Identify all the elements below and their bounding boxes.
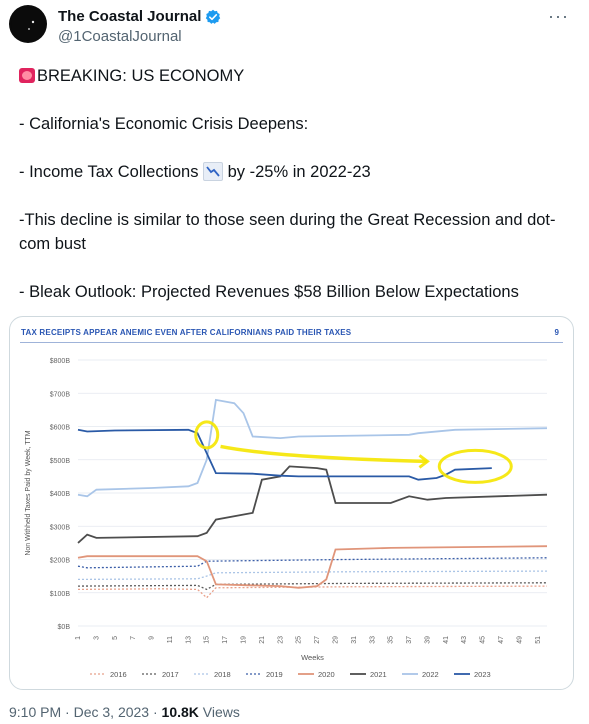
y-tick-label: $100B xyxy=(50,591,71,598)
series-line-2022 xyxy=(77,398,548,498)
chart-decreasing-emoji-icon xyxy=(203,162,224,181)
chart-title: TAX RECEIPTS APPEAR ANEMIC EVEN AFTER CA… xyxy=(21,328,352,337)
y-tick-label: $0B xyxy=(58,624,71,631)
siren-emoji-icon xyxy=(19,68,35,83)
x-tick-label: 47 xyxy=(498,636,505,644)
tweet-line-5: - Bleak Outlook: Projected Revenues $58 … xyxy=(19,283,519,301)
x-tick-label: 35 xyxy=(388,636,395,644)
legend-label-2016: 2016 xyxy=(110,670,127,679)
legend-label-2021: 2021 xyxy=(370,670,387,679)
x-tick-label: 3 xyxy=(93,636,100,640)
author-name-row: The Coastal Journal xyxy=(58,8,221,25)
x-tick-label: 39 xyxy=(424,636,431,644)
x-tick-label: 41 xyxy=(443,636,450,644)
series-line-2018 xyxy=(77,570,548,581)
series-line-2021 xyxy=(77,465,548,544)
footer-separator: · xyxy=(152,704,158,720)
x-axis-label: Weeks xyxy=(301,653,324,662)
highlight-circle-left xyxy=(194,420,220,450)
tweet-line-3-text-b: by -25% in 2022-23 xyxy=(223,163,371,181)
highlight-arrow xyxy=(220,444,428,464)
tweet-line-3-text-a: - Income Tax Collections xyxy=(19,163,199,181)
series-line-2023 xyxy=(77,428,492,481)
x-tick-label: 13 xyxy=(185,636,192,644)
tweet-text: BREAKING: US ECONOMY - California's Econ… xyxy=(19,64,579,304)
tweet-header: The Coastal Journal @1CoastalJournal ··· xyxy=(0,0,589,58)
highlight-arrowhead xyxy=(418,454,430,469)
x-tick-label: 1 xyxy=(75,636,82,640)
x-tick-label: 15 xyxy=(204,636,211,644)
legend-label-2018: 2018 xyxy=(214,670,231,679)
legend-label-2023: 2023 xyxy=(474,670,491,679)
legend-label-2017: 2017 xyxy=(162,670,179,679)
author-handle[interactable]: @1CoastalJournal xyxy=(58,28,182,45)
x-tick-label: 51 xyxy=(535,636,542,644)
x-tick-label: 7 xyxy=(130,636,137,640)
x-tick-label: 31 xyxy=(351,636,358,644)
tweet-time[interactable]: 9:10 PM xyxy=(9,704,62,720)
x-tick-label: 45 xyxy=(480,636,487,644)
highlight-circle-right xyxy=(437,448,513,484)
tweet-line-1-text: BREAKING: US ECONOMY xyxy=(37,67,245,85)
chart-page-number: 9 xyxy=(554,328,559,337)
avatar[interactable] xyxy=(9,5,47,43)
x-tick-label: 11 xyxy=(167,636,174,643)
series-line-2019 xyxy=(77,557,548,569)
y-axis-label: Non Withheld Taxes Paid by Week, TTM xyxy=(25,430,32,555)
tweet-line-2: - California's Economic Crisis Deepens: xyxy=(19,115,309,133)
verified-badge-icon xyxy=(205,9,221,25)
footer-separator: · xyxy=(65,704,70,720)
x-tick-label: 23 xyxy=(277,636,284,644)
x-tick-label: 5 xyxy=(112,636,119,640)
x-tick-label: 21 xyxy=(259,636,266,644)
tweet-date[interactable]: Dec 3, 2023 xyxy=(73,704,150,720)
x-tick-label: 25 xyxy=(296,636,303,644)
more-options-icon[interactable]: ··· xyxy=(548,6,569,26)
y-tick-label: $300B xyxy=(50,524,71,531)
chart-title-rule xyxy=(20,342,563,343)
x-tick-label: 19 xyxy=(241,636,248,644)
crescent-moon-icon xyxy=(11,7,45,41)
tweet-footer: 9:10 PM · Dec 3, 2023 · 10.8K Views xyxy=(9,704,240,720)
y-tick-label: $600B xyxy=(50,425,71,432)
y-tick-label: $200B xyxy=(50,558,71,565)
series-line-2020 xyxy=(77,545,548,589)
y-tick-label: $800B xyxy=(50,358,71,365)
legend-label-2019: 2019 xyxy=(266,670,283,679)
series-line-2016 xyxy=(77,585,548,599)
y-tick-label: $700B xyxy=(50,391,71,398)
y-tick-label: $400B xyxy=(50,491,71,498)
author-name[interactable]: The Coastal Journal xyxy=(58,8,202,25)
y-tick-label: $500B xyxy=(50,458,71,465)
x-tick-label: 29 xyxy=(332,636,339,644)
legend-label-2020: 2020 xyxy=(318,670,335,679)
x-tick-label: 17 xyxy=(222,636,229,644)
line-chart: $0B $100B $200B $300B $400B $500B $600B $700B $8… xyxy=(25,358,548,679)
views-label: Views xyxy=(202,704,240,720)
view-count: 10.8K xyxy=(161,704,199,720)
tweet-media-chart[interactable]: TAX RECEIPTS APPEAR ANEMIC EVEN AFTER CA… xyxy=(9,316,574,690)
tweet-line-1: BREAKING: US ECONOMY xyxy=(19,64,579,88)
x-tick-label: 33 xyxy=(369,636,376,644)
tweet-line-4: -This decline is similar to those seen d… xyxy=(19,211,556,253)
x-tick-label: 27 xyxy=(314,636,321,644)
x-tick-label: 49 xyxy=(516,636,523,644)
tweet-line-3: - Income Tax Collections by -25% in 2022… xyxy=(19,160,579,184)
legend-label-2022: 2022 xyxy=(422,670,439,679)
x-tick-label: 9 xyxy=(149,636,156,640)
x-tick-label: 37 xyxy=(406,636,413,644)
x-tick-label: 43 xyxy=(461,636,468,644)
